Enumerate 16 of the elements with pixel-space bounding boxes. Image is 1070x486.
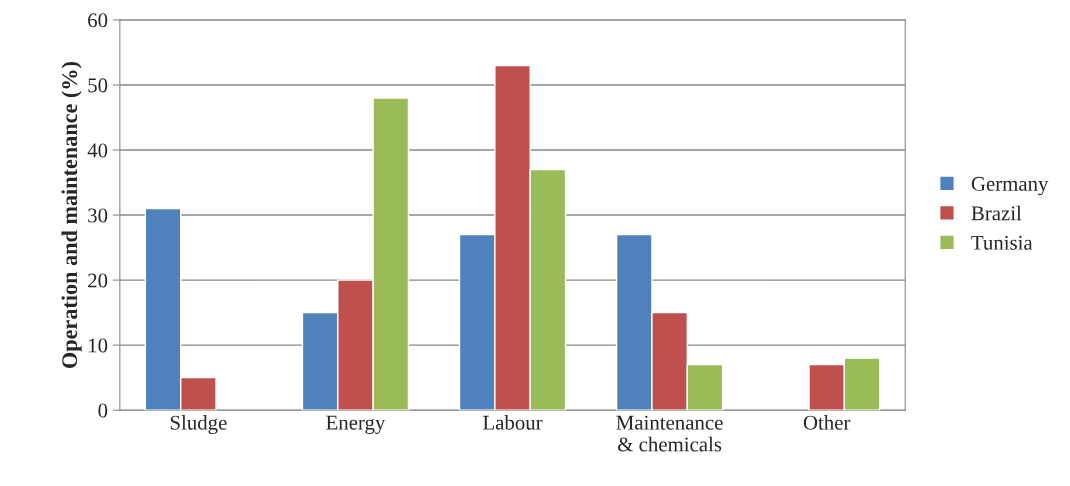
y-tick-label: 20 (88, 273, 108, 288)
y-tick-label: 40 (87, 143, 108, 158)
y-tick-label: 50 (88, 78, 108, 93)
legend-label: Tunisia (971, 235, 1033, 250)
y-tick-label: 0 (98, 403, 108, 418)
y-axis-title: Operation and maintenance (%) (61, 62, 82, 368)
x-tick-label: Maintenance & chemicals (616, 415, 723, 452)
legend-label: Brazil (971, 205, 1022, 221)
x-tick-label: Energy (326, 415, 386, 434)
y-tick-label: 60 (88, 13, 108, 28)
y-tick-label: 30 (88, 208, 108, 223)
x-tick-label: Labour (483, 415, 543, 430)
x-tick-label: Other (803, 415, 851, 430)
legend-label: Germany (971, 176, 1049, 196)
x-tick-label: Sludge (170, 415, 227, 434)
y-tick-label: 10 (89, 338, 108, 353)
